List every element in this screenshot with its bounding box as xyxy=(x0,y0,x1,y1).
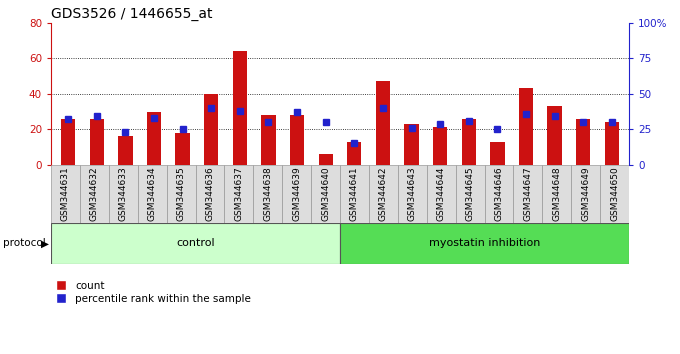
Bar xyxy=(513,165,543,223)
Bar xyxy=(462,119,476,165)
Bar xyxy=(369,165,398,223)
Text: GSM344634: GSM344634 xyxy=(148,166,156,221)
Bar xyxy=(347,142,362,165)
Bar xyxy=(433,127,447,165)
Text: ▶: ▶ xyxy=(41,238,49,249)
Text: GSM344648: GSM344648 xyxy=(552,166,561,221)
Text: GSM344639: GSM344639 xyxy=(292,166,301,221)
Text: GSM344633: GSM344633 xyxy=(119,166,128,221)
Bar xyxy=(600,165,629,223)
Bar xyxy=(90,119,104,165)
Bar xyxy=(118,136,133,165)
Text: GSM344636: GSM344636 xyxy=(205,166,214,221)
Bar xyxy=(137,165,167,223)
Text: GSM344650: GSM344650 xyxy=(610,166,619,221)
Bar xyxy=(147,112,161,165)
Legend: count, percentile rank within the sample: count, percentile rank within the sample xyxy=(56,281,251,304)
Bar xyxy=(261,115,275,165)
Bar xyxy=(196,165,224,223)
Bar xyxy=(484,165,513,223)
Bar xyxy=(61,119,75,165)
Bar xyxy=(224,165,253,223)
Text: GSM344640: GSM344640 xyxy=(321,166,330,221)
Text: GSM344645: GSM344645 xyxy=(466,166,475,221)
Bar xyxy=(542,165,571,223)
Text: GSM344649: GSM344649 xyxy=(581,166,590,221)
Text: GSM344635: GSM344635 xyxy=(177,166,186,221)
Bar xyxy=(405,124,419,165)
Bar xyxy=(167,165,196,223)
Bar xyxy=(311,165,340,223)
Bar xyxy=(605,122,619,165)
Text: GSM344632: GSM344632 xyxy=(90,166,99,221)
Bar xyxy=(340,223,629,264)
Bar xyxy=(204,94,218,165)
Bar xyxy=(233,51,247,165)
Text: GSM344638: GSM344638 xyxy=(263,166,272,221)
Bar xyxy=(398,165,427,223)
Bar xyxy=(175,133,190,165)
Bar xyxy=(547,106,562,165)
Text: protocol: protocol xyxy=(3,238,46,249)
Bar xyxy=(376,81,390,165)
Bar xyxy=(456,165,484,223)
Text: GSM344647: GSM344647 xyxy=(524,166,532,221)
Text: GSM344644: GSM344644 xyxy=(437,167,445,221)
Text: GSM344643: GSM344643 xyxy=(408,166,417,221)
Bar xyxy=(571,165,600,223)
Text: GDS3526 / 1446655_at: GDS3526 / 1446655_at xyxy=(51,7,212,21)
Text: GSM344641: GSM344641 xyxy=(350,166,359,221)
Bar xyxy=(340,165,369,223)
Bar xyxy=(490,142,505,165)
Bar xyxy=(80,165,109,223)
Bar xyxy=(318,154,333,165)
Bar xyxy=(576,119,590,165)
Text: GSM344637: GSM344637 xyxy=(235,166,243,221)
Bar xyxy=(253,165,282,223)
Bar xyxy=(109,165,137,223)
Text: GSM344642: GSM344642 xyxy=(379,167,388,221)
Bar xyxy=(282,165,311,223)
Bar xyxy=(51,165,80,223)
Bar xyxy=(290,115,304,165)
Text: GSM344631: GSM344631 xyxy=(61,166,70,221)
Bar xyxy=(427,165,456,223)
Bar xyxy=(51,223,340,264)
Text: control: control xyxy=(176,238,215,249)
Text: GSM344646: GSM344646 xyxy=(494,166,503,221)
Text: myostatin inhibition: myostatin inhibition xyxy=(429,238,540,249)
Bar xyxy=(519,88,533,165)
